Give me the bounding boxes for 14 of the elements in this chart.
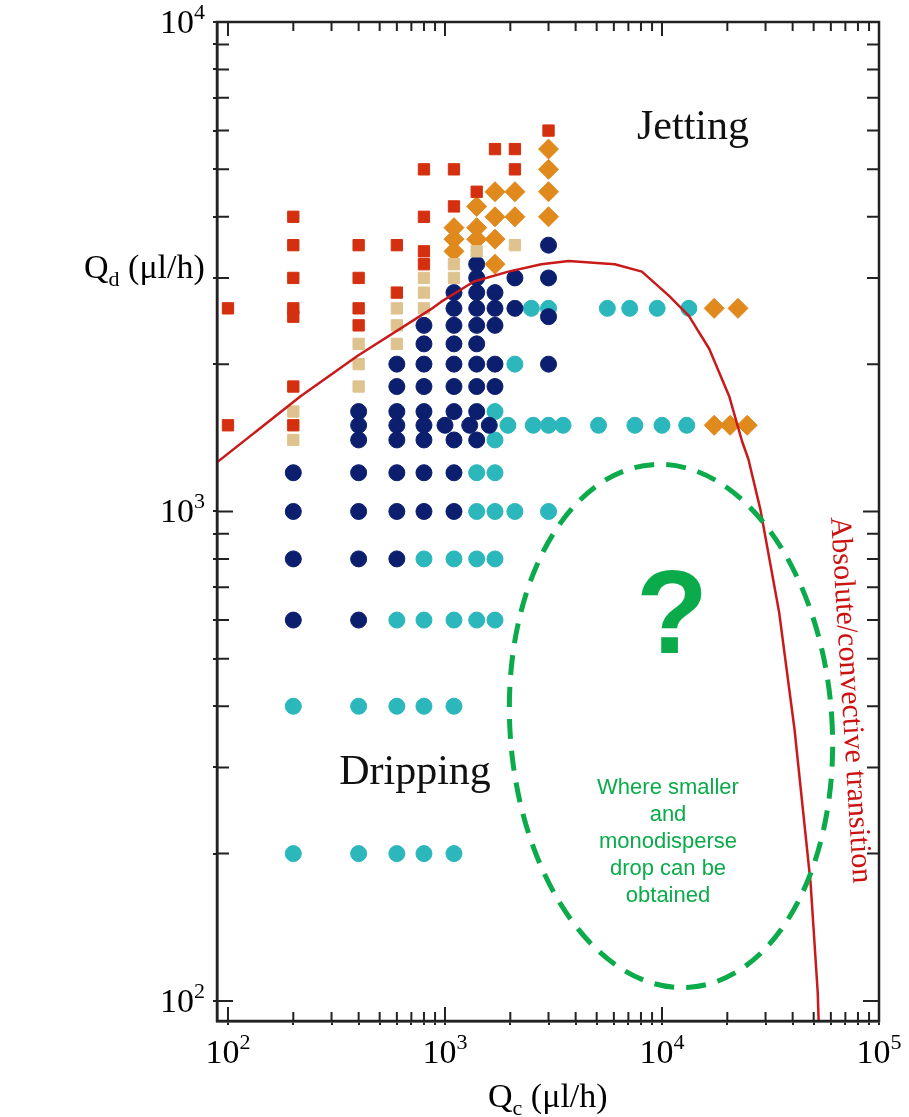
annotation: Dripping (339, 747, 491, 794)
x-tick-label: 10$^{5}$ (856, 1029, 902, 1070)
annotation: ? (635, 545, 709, 678)
y-tick-label: 10$^{4}$ (160, 0, 205, 40)
annotation: Absolute/convective transition (824, 515, 881, 885)
x-axis-title: Q$_{c}$ (μl/h) (488, 1077, 608, 1117)
y-tick-label: 10$^{3}$ (160, 488, 205, 530)
y-tick-label: 10$^{2}$ (160, 977, 205, 1019)
y-axis-title: Q$_{d}$ (μl/h) (84, 248, 205, 292)
annotation: Where smaller and monodisperse drop can be obtained (597, 774, 739, 908)
x-tick-label: 10$^{4}$ (639, 1029, 685, 1070)
x-tick-label: 10$^{3}$ (422, 1029, 468, 1070)
annotation: Jetting (637, 102, 749, 149)
x-tick-label: 10$^{2}$ (205, 1029, 251, 1070)
